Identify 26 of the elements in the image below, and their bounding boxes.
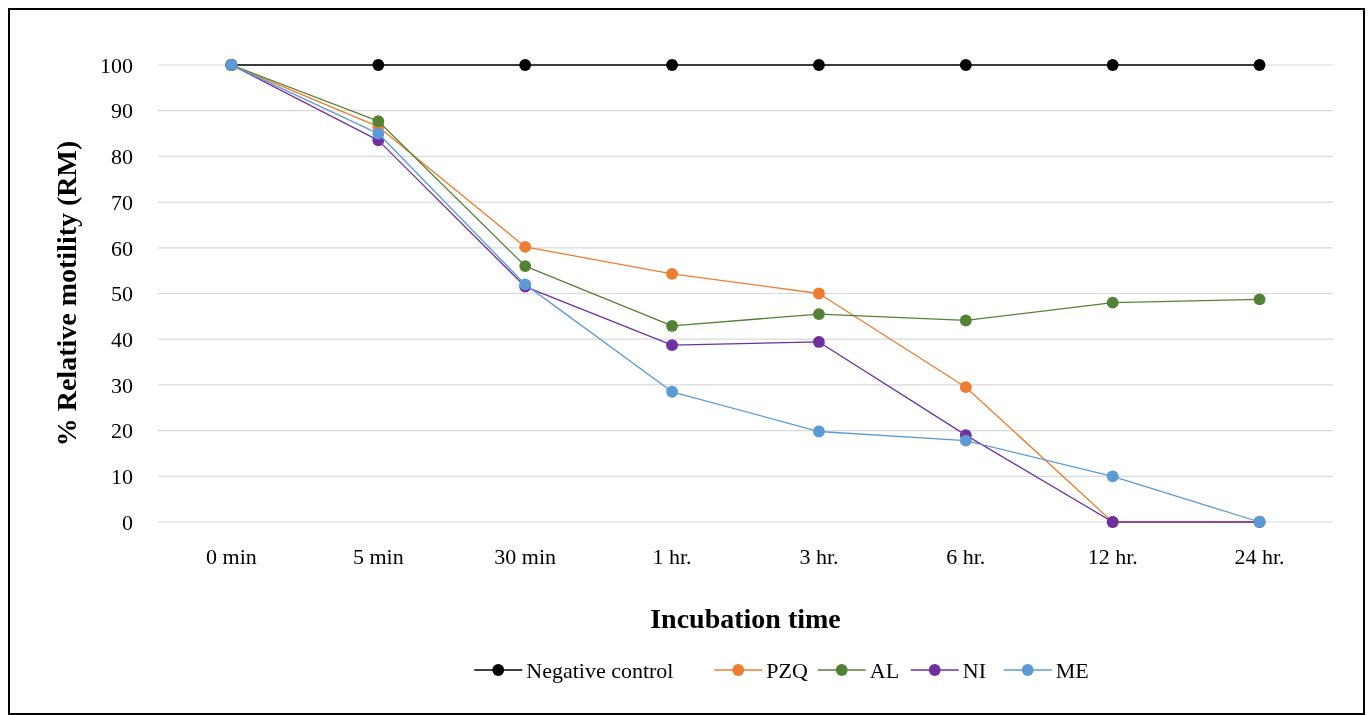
x-tick-label: 3 hr. <box>799 544 839 569</box>
y-tick-label: 10 <box>111 464 133 489</box>
y-tick-label: 90 <box>111 98 133 124</box>
y-tick-label: 40 <box>111 326 133 352</box>
legend-label: AL <box>869 657 900 683</box>
legend-label: Negative control <box>526 657 674 683</box>
x-tick-label: 0 min <box>206 544 257 569</box>
y-tick-label: 50 <box>111 281 133 307</box>
y-axis-title: % Relative motility (RM) <box>51 140 82 447</box>
x-tick-label: 6 hr. <box>946 544 986 569</box>
legend-label: NI <box>962 657 986 683</box>
x-tick-label: 12 hr. <box>1087 544 1138 569</box>
x-tick-label: 24 hr. <box>1234 544 1285 569</box>
x-tick-label: 30 min <box>494 544 557 569</box>
y-tick-label: 70 <box>111 189 133 215</box>
y-tick-label: 80 <box>111 144 133 170</box>
x-axis-title: Incubation time <box>650 603 841 634</box>
y-tick-label: 0 <box>122 509 133 535</box>
y-tick-label: 100 <box>100 52 133 78</box>
x-tick-label: 5 min <box>352 544 404 569</box>
legend-label: PZQ <box>766 657 808 683</box>
y-tick-label: 60 <box>111 235 133 261</box>
y-tick-label: 20 <box>111 418 133 444</box>
y-tick-label: 30 <box>111 372 133 398</box>
legend-label: ME <box>1055 657 1089 683</box>
x-tick-label: 1 hr. <box>652 544 692 569</box>
